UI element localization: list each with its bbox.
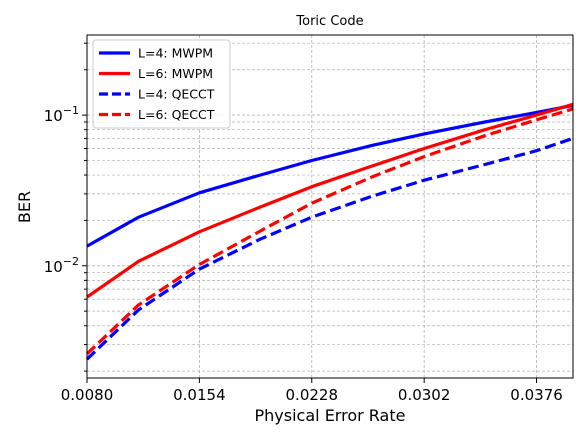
y-tick-label: 10−2 — [44, 255, 79, 276]
series-lines — [85, 102, 574, 361]
legend-box — [92, 39, 231, 129]
x-axis-title: Physical Error Rate — [255, 406, 406, 425]
y-axis-title: BER — [15, 191, 34, 223]
x-tick-label: 0.0376 — [510, 386, 563, 404]
legend-label: L=6: MWPM — [138, 66, 213, 81]
y-tick-label: 10−1 — [44, 104, 79, 125]
plot-frame — [86, 34, 574, 379]
series-line-1 — [86, 103, 574, 248]
legend-label: L=4: QECCT — [138, 87, 215, 102]
series-line-2 — [86, 102, 574, 299]
x-tick-label: 0.0302 — [398, 386, 451, 404]
legend-label: L=4: MWPM — [138, 46, 213, 61]
x-tick-label: 0.0080 — [61, 386, 114, 404]
x-axis: 0.0080 0.0154 0.0228 0.0302 0.0376 — [61, 378, 563, 404]
y-axis: 10−1 10−2 — [44, 42, 87, 372]
legend-label: L=6: QECCT — [138, 107, 215, 122]
series-line-4 — [85, 107, 574, 356]
x-tick-label: 0.0154 — [173, 386, 226, 404]
legend: L=4: MWPM L=6: MWPM L=4: QECCT L=6: QECCT — [92, 39, 231, 129]
chart-title: Toric Code — [295, 14, 363, 29]
x-tick-label: 0.0228 — [286, 386, 339, 404]
